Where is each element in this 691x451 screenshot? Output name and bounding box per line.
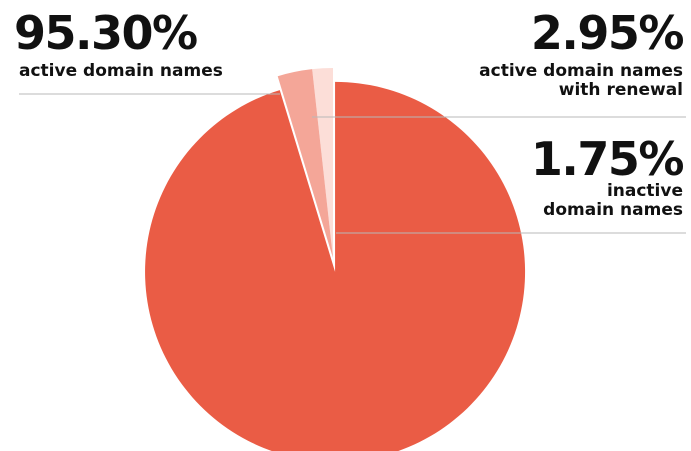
slice-description-line: domain names bbox=[543, 200, 683, 220]
slice-description-inactive: inactive domain names bbox=[483, 182, 683, 220]
slice-description-line: active domain names bbox=[479, 61, 683, 81]
pie-slices bbox=[145, 68, 526, 451]
slice-percent-label-renewal: 2.95% bbox=[530, 6, 685, 60]
slice-percent-label-inactive: 1.75% bbox=[530, 132, 685, 186]
slice-description-line: inactive bbox=[606, 181, 683, 201]
slice-description-line: active domain names bbox=[19, 61, 223, 81]
slice-description-renewal: active domain names with renewal bbox=[423, 62, 683, 100]
pie-slice-renewal bbox=[277, 69, 333, 258]
slice-description-line: with renewal bbox=[558, 80, 683, 100]
leader-lines bbox=[19, 93, 686, 234]
pie-slice-active bbox=[145, 81, 526, 451]
pie-slice-inactive bbox=[312, 68, 333, 258]
slice-percent-label-active: 95.30% bbox=[14, 6, 198, 60]
slice-description-active: active domain names bbox=[19, 62, 223, 81]
